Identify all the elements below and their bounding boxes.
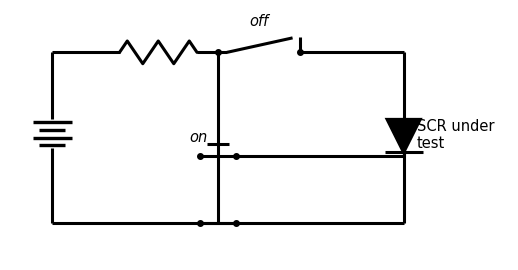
Text: off: off <box>249 14 269 29</box>
Text: SCR under
test: SCR under test <box>416 119 494 151</box>
Polygon shape <box>387 119 420 153</box>
Text: on: on <box>189 130 208 145</box>
